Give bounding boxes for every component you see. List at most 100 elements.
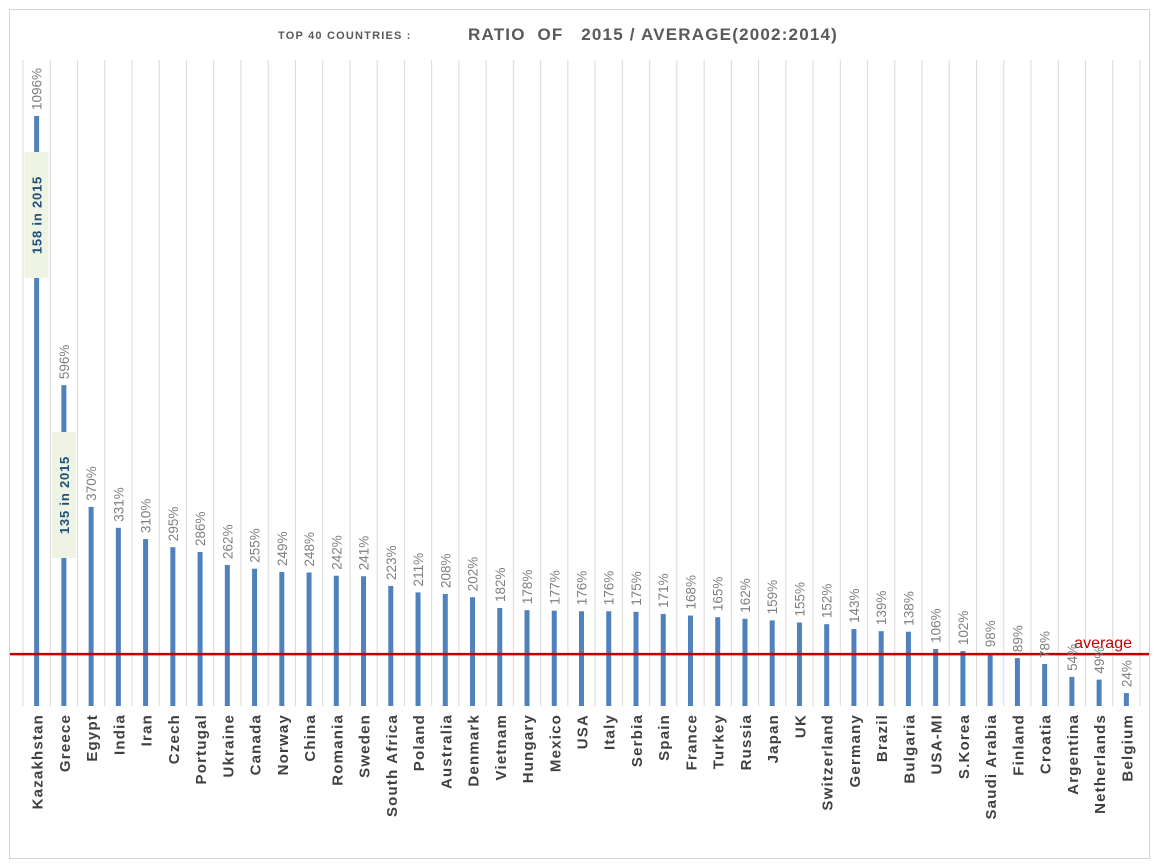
bar [497, 608, 503, 706]
category-label: USA [575, 714, 592, 749]
category-label: Vietnam [493, 714, 510, 780]
bar [660, 613, 666, 706]
annotation-label: 135 in 2015 [57, 456, 72, 534]
value-label: 102% [956, 611, 971, 646]
value-label: 165% [711, 577, 726, 612]
value-label: 331% [111, 487, 126, 522]
category-label: Serbia [629, 714, 646, 767]
bar [1069, 676, 1075, 706]
bar [34, 115, 40, 706]
value-label: 49% [1092, 647, 1107, 674]
category-label: UK [792, 714, 809, 738]
category-label: Sweden [357, 714, 374, 778]
value-label: 171% [656, 573, 671, 608]
value-label: 310% [139, 499, 154, 534]
chart-frame: TOP 40 COUNTRIES : RATIO OF 2015 / AVERA… [9, 9, 1150, 859]
bar [143, 539, 149, 706]
category-label: Mexico [547, 714, 564, 772]
category-label: Ukraine [220, 714, 237, 777]
bar-chart: TOP 40 COUNTRIES : RATIO OF 2015 / AVERA… [10, 25, 1149, 820]
category-label: Egypt [84, 714, 101, 762]
value-label: 241% [357, 536, 372, 571]
bar [115, 527, 121, 706]
bar [551, 610, 557, 706]
value-labels: 1096% 596% 370% 331% 310% 295% 286% 262% 255% 249… [30, 68, 1135, 687]
value-label: 295% [166, 507, 181, 542]
bar [1042, 664, 1048, 706]
category-label: Australia [438, 714, 455, 789]
category-label: South Africa [384, 714, 401, 817]
category-label: India [111, 714, 128, 755]
bar [252, 568, 258, 706]
value-label: 168% [683, 575, 698, 610]
category-label: Iran [139, 714, 156, 746]
bar [606, 611, 612, 706]
category-label: Hungary [520, 714, 537, 783]
value-label: 176% [602, 571, 617, 606]
category-label: Japan [765, 714, 782, 763]
bar [633, 611, 639, 706]
value-label: 152% [820, 584, 835, 619]
category-label: Saudi Arabia [983, 714, 1000, 820]
value-label: 155% [792, 582, 807, 617]
value-label: 106% [929, 608, 944, 643]
bar [388, 585, 394, 706]
grid-lines [22, 60, 1141, 706]
annotation-label: 158 in 2015 [30, 176, 45, 254]
value-label: 249% [275, 531, 290, 566]
category-label: Poland [411, 714, 428, 771]
category-label: Kazakhstan [30, 714, 47, 809]
value-label: 262% [220, 524, 235, 559]
bar [987, 653, 993, 706]
category-label: Switzerland [820, 714, 837, 811]
value-label: 242% [329, 535, 344, 570]
value-label: 162% [738, 578, 753, 613]
bar [742, 618, 748, 706]
bar [1096, 679, 1102, 706]
value-label: 89% [1010, 625, 1025, 652]
category-label: Canada [248, 714, 265, 775]
category-label: Bulgaria [901, 714, 918, 784]
annotations: 158 in 2015 135 in 2015 [24, 152, 76, 558]
category-label: Greece [57, 714, 74, 772]
reference-line-group: average [10, 635, 1149, 656]
category-labels: Kazakhstan Greece Egypt India Iran Czech Portu… [30, 714, 1137, 820]
value-label: 159% [765, 580, 780, 615]
category-label: France [683, 714, 700, 770]
bar [687, 615, 693, 706]
category-label: Finland [1010, 714, 1027, 776]
value-label: 78% [1038, 631, 1053, 658]
category-label: Argentina [1065, 714, 1082, 795]
value-label: 54% [1065, 644, 1080, 671]
value-label: 208% [438, 553, 453, 588]
value-label: 202% [466, 557, 481, 592]
category-label: Romania [329, 714, 346, 786]
bar [88, 506, 94, 706]
value-label: 175% [629, 571, 644, 606]
bar [224, 564, 230, 706]
chart-title: RATIO OF 2015 / AVERAGE(2002:2014) [468, 25, 838, 44]
bar [170, 547, 176, 706]
bar [905, 631, 911, 706]
value-label: 143% [847, 588, 862, 623]
bar [306, 572, 312, 706]
bar [470, 597, 476, 706]
value-label: 176% [575, 571, 590, 606]
bar [824, 624, 830, 706]
category-label: Denmark [466, 714, 483, 787]
value-label: 370% [84, 466, 99, 501]
category-label: Turkey [711, 714, 728, 769]
category-label: Czech [166, 714, 183, 764]
category-label: Netherlands [1092, 714, 1109, 814]
bar [1123, 693, 1129, 706]
category-label: Germany [847, 714, 864, 787]
annotation-box [24, 152, 49, 278]
category-label: Spain [656, 714, 673, 761]
bar [279, 571, 285, 706]
chart-subtitle: TOP 40 COUNTRIES : [278, 30, 412, 42]
value-label: 138% [901, 591, 916, 626]
bar [851, 629, 857, 706]
value-label: 248% [302, 532, 317, 567]
value-label: 24% [1119, 660, 1134, 687]
category-label: S.Korea [956, 714, 973, 779]
